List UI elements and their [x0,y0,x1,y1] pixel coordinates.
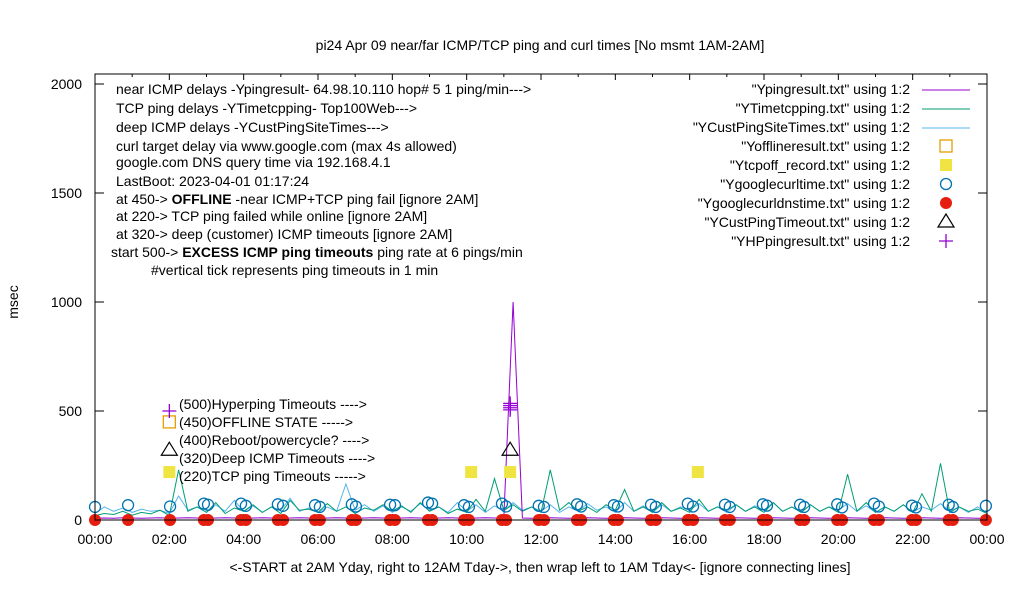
cust-timeout-point [160,441,179,456]
curl-time-point [686,500,700,513]
curl-time-point [271,498,285,511]
curl-time-point [909,501,923,514]
curl-time-point [383,498,397,511]
x-tick-label: 16:00 [672,531,707,547]
legend-marker-swatch [940,159,952,171]
tcp-off-point [691,466,704,479]
curl-time-point [163,500,177,513]
curl-time-point [611,500,625,513]
x-tick-label: 10:00 [449,531,484,547]
y-tick-label: 2000 [51,76,82,92]
curl-time-point [723,500,736,514]
curl-time-point [499,500,513,513]
x-tick-label: 02:00 [152,531,187,547]
x-tick-label: 00:00 [77,531,112,547]
legend-label: "Ygooglecurltime.txt" using 1:2 [720,176,910,192]
plot-border [94,73,988,521]
annotation-part: -near ICMP+TCP ping fail [ignore 2AM] [232,191,479,207]
legend-label: "YCustPingSiteTimes.txt" using 1:2 [693,119,910,135]
marker-key: (500)Hyperping Timeouts ----> (450)OFFLI… [179,396,375,484]
annotation-deep: at 320-> deep (customer) ICMP timeouts [… [116,226,452,242]
curl-time-point [946,500,959,514]
x-tick-label: 14:00 [598,531,633,547]
cust-ping-line [94,482,988,515]
annotation-excess: start 500-> EXCESS ICMP ping timeouts pi… [111,244,523,260]
x-tick-label: 20:00 [821,531,856,547]
legend-label: "YCustPingTimeout.txt" using 1:2 [704,214,910,230]
curl-time-point [532,499,545,512]
legend-marker-swatch [939,177,953,191]
annotations: near ICMP delays -Ypingresult- 64.98.10.… [111,81,531,278]
x-tick-label: 08:00 [375,531,410,547]
curl-time-point [649,500,662,514]
legend-label: "Ytcpoff_record.txt" using 1:2 [730,157,910,173]
annotation-part: at 450-> [116,191,172,207]
legend-marker-swatch [940,197,952,209]
cust-timeout-point [501,441,520,456]
curl-time-point [349,500,363,513]
legend-marker-swatch [936,212,956,228]
curl-time-point [201,498,215,511]
curl-time-point [797,500,811,514]
y-tick-label: 1500 [51,185,82,201]
x-tick-label: 06:00 [300,531,335,547]
legend-label: "YTimetcpping.txt" using 1:2 [736,100,911,116]
curl-time-point [574,500,588,513]
legend-label: "YHPpingresult.txt" using 1:2 [731,233,910,249]
curl-time-point [760,499,774,512]
curl-time-point [872,500,885,513]
marker-key-item: (400)Reboot/powercycle? ----> [179,432,369,448]
y-tick-label: 0 [74,512,82,528]
x-axis-label: <-START at 2AM Yday, right to 12AM Tday-… [229,559,850,575]
legend-label: "Ypingresult.txt" using 1:2 [752,81,911,97]
x-tick-label: 18:00 [746,531,781,547]
legend-marker-swatch [939,139,953,153]
annotation-line: deep ICMP delays -YCustPingSiteTimes---> [116,119,389,135]
annotation-tcp: at 220-> TCP ping failed while online [i… [116,208,427,224]
x-tick-label: 22:00 [895,531,930,547]
annotation-offline: at 450-> OFFLINE -near ICMP+TCP ping fai… [116,191,478,207]
curl-time-point [979,499,993,512]
annotation-line: near ICMP delays -Ypingresult- 64.98.10.… [116,81,531,97]
curl-time-point [388,499,402,512]
tcp-off-point [465,466,478,479]
hp-ping-point [503,396,518,411]
x-tick-label: 00:00 [969,531,1004,547]
annotation-line: TCP ping delays -YTimetcpping- Top100Web… [116,100,417,116]
curl-time-point [835,501,849,514]
annotation-part: start 500-> [111,244,182,260]
marker-key-item: (450)OFFLINE STATE -----> [179,414,353,430]
annotation-part: ping rate at 6 pings/min [373,244,522,260]
curl-time-point [462,500,476,514]
x-tick-label: 04:00 [226,531,261,547]
y-tick-label: 500 [59,403,83,419]
curl-time-point [537,500,551,514]
annotation-line: LastBoot: 2023-04-01 01:17:24 [116,173,309,189]
annotation-part: EXCESS ICMP ping timeouts [182,244,373,260]
x-tick-label: 12:00 [523,531,558,547]
annotation-part: OFFLINE [172,191,232,207]
legend-label: "Yofflineresult.txt" using 1:2 [741,138,910,154]
annotation-line: google.com DNS query time via 192.168.4.… [116,154,391,170]
tcp-off-point [504,466,517,479]
curl-time-point [239,499,253,512]
chart-title: pi24 Apr 09 near/far ICMP/TCP ping and c… [316,37,765,53]
tcp-off-point [163,466,176,479]
legend: "Ypingresult.txt" using 1:2 "YTimetcpping… [693,81,970,249]
curl-time-point [121,499,135,512]
curl-time-point [313,500,327,514]
y-tick-label: 1000 [51,294,82,310]
legend-marker-swatch [939,234,953,248]
legend-label: "Ygooglecurldnstime.txt" using 1:2 [698,195,910,211]
hp-ping-point [162,404,177,418]
curl-time-point [276,499,290,512]
curl-time-point [425,497,439,510]
marker-key-item: (220)TCP ping Timeouts -----> [179,468,366,484]
y-axis-label: msec [5,285,21,318]
marker-key-item: (320)Deep ICMP Timeouts ----> [179,450,375,466]
marker-key-item: (500)Hyperping Timeouts ----> [179,396,367,412]
annotation-line: curl target delay via www.google.com (ma… [116,138,457,154]
annotation-tick: #vertical tick represents ping timeouts … [151,262,438,278]
